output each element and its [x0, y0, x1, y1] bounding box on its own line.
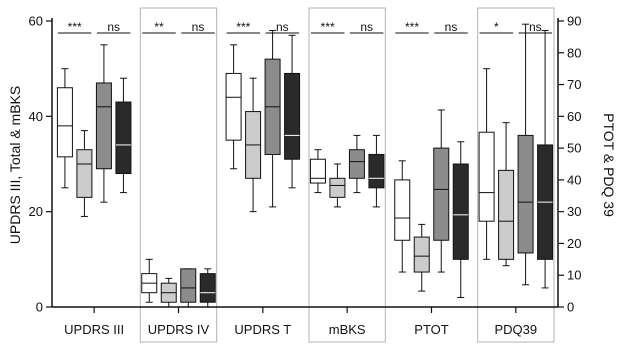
box-iqr	[478, 131, 495, 222]
box-4-0	[394, 160, 411, 273]
box-iqr	[413, 236, 430, 273]
box-iqr	[76, 149, 93, 198]
box-iqr	[348, 149, 365, 179]
box-3-0	[309, 149, 326, 194]
y-right-tick-label: 30	[567, 204, 581, 219]
x-tick-label: PTOT	[414, 322, 448, 337]
box-iqr	[517, 134, 534, 254]
y-right-tick-label: 90	[567, 14, 581, 29]
box-2-3	[284, 34, 301, 189]
y-left-tick-label: 40	[29, 109, 43, 124]
x-tick-label: UPDRS III	[64, 322, 124, 337]
box-iqr	[284, 72, 301, 160]
box-5-1	[498, 122, 515, 267]
box-5-0	[478, 68, 495, 260]
x-tick-label: PDQ39	[495, 322, 538, 337]
box-2-1	[245, 77, 262, 213]
box-iqr	[309, 158, 326, 184]
box-iqr	[225, 72, 242, 141]
x-tick-label: UPDRS IV	[148, 322, 210, 337]
box-iqr	[95, 82, 112, 170]
y-axis-left-title: UPDRS III, Total & mBKS	[7, 86, 23, 244]
axes-layer: 0 20 40 60 0 10 20 30 40 50 60 70 80 90 UPDRS III UPDRS…	[29, 14, 582, 338]
box-4-2	[433, 109, 450, 273]
box-3-3	[368, 134, 385, 208]
category-shading-layer	[139, 7, 555, 343]
box-1-2	[180, 268, 197, 308]
box-iqr	[452, 163, 469, 260]
category-panel-3	[308, 7, 386, 343]
significance-label: ns	[360, 20, 373, 34]
box-0-1	[76, 130, 93, 217]
box-1-0	[141, 258, 158, 303]
box-iqr	[199, 273, 216, 303]
significance-label: ns	[107, 20, 120, 34]
box-0-2	[95, 44, 112, 203]
y-axis-right-title: PTOT & PDQ 39	[601, 113, 617, 217]
category-panel-1	[139, 7, 218, 343]
significance-label: ns	[529, 20, 542, 34]
box-iqr	[394, 179, 411, 241]
box-iqr	[180, 268, 197, 303]
x-tick-label: mBKS	[329, 322, 366, 337]
y-left-tick-label: 60	[29, 14, 43, 29]
box-1-1	[160, 277, 177, 308]
box-5-3	[537, 30, 554, 289]
box-4-1	[413, 223, 430, 292]
y-left-tick-label: 20	[29, 204, 43, 219]
y-right-tick-label: 0	[567, 300, 574, 315]
box-iqr	[368, 153, 385, 189]
box-iqr	[433, 147, 450, 241]
category-panel-5	[477, 7, 555, 343]
y-right-tick-label: 40	[567, 172, 581, 187]
significance-label: ***	[68, 20, 82, 34]
significance-label: ns	[276, 20, 289, 34]
x-tick-label: UPDRS T	[234, 322, 291, 337]
significance-label: ns	[192, 20, 205, 34]
box-4-3	[452, 141, 469, 298]
significance-layer: *** ns ** ns *** ns *** ns *** ns * ns	[57, 20, 553, 34]
box-0-3	[115, 77, 132, 194]
box-5-2	[517, 23, 534, 286]
box-iqr	[115, 101, 132, 175]
y-right-tick-label: 80	[567, 45, 581, 60]
box-2-0	[225, 44, 242, 170]
box-3-2	[348, 134, 365, 194]
y-right-tick-label: 60	[567, 109, 581, 124]
significance-label: **	[154, 20, 164, 34]
significance-label: ns	[445, 20, 458, 34]
box-iqr	[329, 177, 346, 198]
y-left-tick-label: 0	[36, 300, 43, 315]
significance-label: ***	[236, 20, 250, 34]
box-iqr	[56, 87, 73, 158]
box-iqr	[498, 169, 515, 260]
box-0-0	[56, 68, 73, 189]
y-right-tick-label: 50	[567, 141, 581, 156]
significance-label: ***	[405, 20, 419, 34]
box-3-1	[329, 163, 346, 208]
significance-label: *	[494, 20, 499, 34]
y-right-tick-label: 20	[567, 236, 581, 251]
y-right-tick-label: 10	[567, 268, 581, 283]
significance-label: ***	[321, 20, 335, 34]
y-right-tick-label: 70	[567, 77, 581, 92]
box-2-2	[264, 30, 281, 208]
boxes-layer	[56, 23, 554, 308]
box-1-3	[199, 268, 216, 308]
